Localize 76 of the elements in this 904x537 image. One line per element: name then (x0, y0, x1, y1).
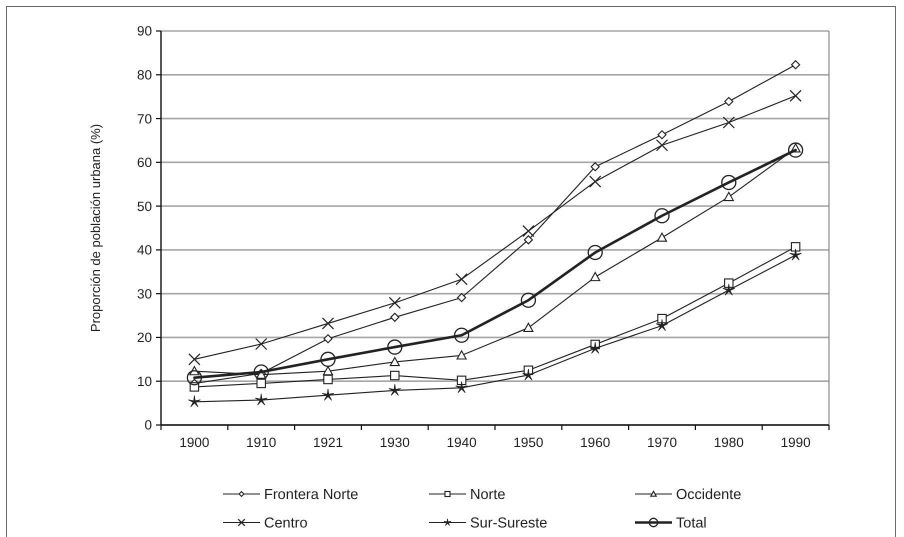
point (724, 278, 734, 288)
point (457, 293, 466, 302)
point (256, 378, 266, 388)
point (588, 342, 602, 354)
y-axis-title: Proporción de población urbana (%) (88, 124, 103, 332)
point (790, 242, 800, 252)
point (255, 338, 268, 350)
point (188, 353, 200, 366)
point (589, 175, 602, 188)
point (323, 334, 333, 344)
legend-label: Norte (470, 487, 506, 504)
point (654, 208, 670, 224)
x-tick-label: 1980 (714, 435, 744, 450)
point (254, 393, 268, 406)
point (524, 235, 533, 244)
point (790, 90, 802, 102)
point (456, 350, 467, 360)
point (456, 273, 468, 286)
y-tick-label: 80 (136, 68, 152, 83)
point (721, 174, 736, 190)
point (656, 139, 668, 152)
legend-label: Centro (264, 516, 308, 532)
y-tick-label: 20 (136, 330, 152, 346)
y-tick-label: 40 (136, 242, 152, 258)
point (323, 374, 333, 384)
y-tick-label: 90 (136, 24, 152, 39)
x-tick-label: 1900 (179, 435, 210, 450)
point (390, 370, 400, 380)
point (388, 296, 401, 309)
y-tick-label: 30 (136, 286, 152, 302)
point (522, 368, 535, 380)
point (522, 224, 534, 238)
point (456, 376, 466, 386)
point (454, 328, 470, 343)
point (789, 248, 802, 261)
point (788, 142, 804, 158)
point (387, 339, 402, 355)
point (322, 388, 334, 401)
legend-label: Total (676, 516, 707, 532)
point (590, 162, 600, 172)
point (590, 272, 600, 282)
point (656, 232, 668, 242)
y-tick-label: 60 (136, 155, 152, 170)
point (722, 116, 735, 129)
point (390, 356, 400, 366)
legend-label: Sur-Sureste (470, 516, 548, 532)
x-tick-label: 1990 (780, 435, 811, 450)
y-tick-label: 70 (136, 111, 152, 126)
point (254, 364, 269, 380)
point (188, 395, 201, 408)
point (388, 384, 402, 396)
point (322, 366, 334, 376)
y-tick-label: 50 (136, 198, 152, 214)
point (656, 319, 668, 331)
x-tick-label: 1930 (380, 435, 410, 450)
point (523, 322, 534, 332)
point (455, 381, 468, 394)
point (390, 312, 400, 322)
y-tick-label: 10 (136, 374, 152, 389)
point (657, 314, 667, 324)
point (588, 244, 603, 260)
y-tick-label: 0 (144, 418, 152, 433)
x-tick-label: 1950 (513, 435, 544, 450)
point (320, 352, 336, 367)
point (520, 292, 536, 308)
x-tick-label: 1910 (246, 435, 276, 450)
legend-label: Frontera Norte (264, 487, 358, 504)
point (724, 192, 734, 202)
x-tick-label: 1970 (646, 435, 678, 450)
legend-label: Occidente (676, 487, 742, 504)
x-tick-label: 1921 (312, 435, 344, 450)
x-tick-label: 1960 (580, 435, 610, 450)
point (186, 370, 202, 386)
x-tick-label: 1940 (446, 435, 477, 450)
point (722, 284, 736, 296)
point (322, 317, 334, 330)
